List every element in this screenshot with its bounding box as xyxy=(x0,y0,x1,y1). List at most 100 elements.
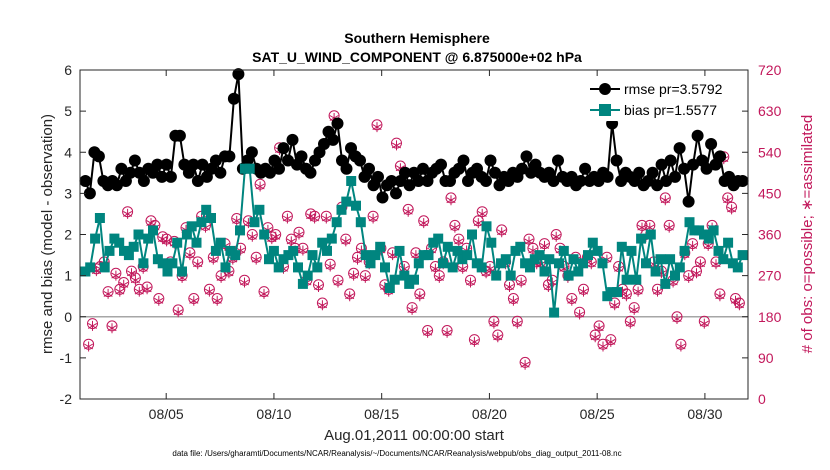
bias-point xyxy=(670,270,680,281)
rmse-point xyxy=(327,133,339,146)
rmse-point xyxy=(110,179,123,192)
bias-point xyxy=(220,262,231,273)
obs-assimilated-marker xyxy=(341,236,351,247)
bias-point xyxy=(500,254,511,265)
rmse-point xyxy=(435,158,447,171)
x-tick-label: 08/20 xyxy=(472,406,507,422)
bias-point xyxy=(133,229,144,240)
obs-assimilated-marker xyxy=(442,327,452,338)
obs-assimilated-marker xyxy=(232,215,242,226)
rmse-point xyxy=(390,187,402,200)
obs-assimilated-marker xyxy=(610,300,620,311)
rmse-point xyxy=(363,162,375,175)
obs-assimilated-marker xyxy=(575,309,585,320)
obs-assimilated-marker xyxy=(684,272,694,283)
bias-point xyxy=(143,233,154,244)
y-tick-label: 2 xyxy=(64,227,72,243)
obs-assimilated-marker xyxy=(524,236,534,247)
bias-point xyxy=(90,233,101,244)
legend-bias-marker xyxy=(599,104,611,116)
obs-assimilated-marker xyxy=(247,231,257,242)
rmse-point xyxy=(376,191,389,204)
obs-assimilated-marker xyxy=(415,291,425,302)
bias-point xyxy=(616,241,627,252)
obs-assimilated-marker xyxy=(715,291,725,302)
legend-bias-label: bias pr=1.5577 xyxy=(624,102,717,118)
rmse-point xyxy=(457,154,470,167)
obs-assimilated-marker xyxy=(189,295,199,306)
bias-point xyxy=(360,250,371,261)
rmse-point xyxy=(92,150,105,163)
bias-point xyxy=(636,233,647,244)
obs-assimilated-marker xyxy=(325,261,335,272)
obs-assimilated-marker xyxy=(621,291,631,302)
rmse-point xyxy=(691,129,704,142)
bias-point xyxy=(481,221,492,232)
rmse-point xyxy=(227,92,240,105)
bias-point xyxy=(384,283,395,293)
obs-assimilated-marker xyxy=(298,245,308,256)
obs-assimilated-marker xyxy=(391,140,402,151)
bias-point xyxy=(351,200,361,211)
obs-assimilated-marker xyxy=(123,208,133,219)
obs-assimilated-marker xyxy=(271,231,281,242)
bias-point xyxy=(191,237,202,248)
bias-point xyxy=(558,245,569,256)
bias-point xyxy=(621,274,632,285)
obs-assimilated-marker xyxy=(142,284,152,295)
bias-point xyxy=(167,258,178,269)
rmse-point xyxy=(480,175,492,187)
y2-tick-label: 720 xyxy=(758,62,782,78)
bias-point xyxy=(201,204,212,215)
bias-point xyxy=(336,204,347,215)
rmse-point xyxy=(173,129,186,142)
bias-point xyxy=(259,229,270,240)
rmse-point xyxy=(331,117,344,130)
obs-assimilated-marker xyxy=(119,279,129,290)
bias-point xyxy=(442,241,453,252)
bias-point xyxy=(665,254,676,265)
bias-point xyxy=(568,254,579,265)
bias-point xyxy=(486,237,497,248)
bias-point xyxy=(114,237,125,248)
obs-assimilated-marker xyxy=(672,314,682,324)
bias-point xyxy=(476,262,487,273)
bias-point xyxy=(157,258,168,269)
bias-point xyxy=(123,250,134,261)
bias-point xyxy=(293,262,303,273)
rmse-point xyxy=(160,158,173,171)
rmse-point xyxy=(736,175,749,187)
y2-tick-label: 270 xyxy=(758,268,782,284)
obs-assimilated-marker xyxy=(723,195,733,206)
chart-title: Southern Hemisphere xyxy=(344,30,490,46)
rmse-point xyxy=(660,175,673,187)
bias-point xyxy=(409,274,419,285)
rmse-point xyxy=(372,170,384,183)
bias-point xyxy=(104,245,115,256)
bias-point xyxy=(534,250,545,261)
rmse-point xyxy=(417,162,429,175)
rmse-point xyxy=(128,154,141,167)
rmse-point xyxy=(678,162,691,175)
rmse-point xyxy=(673,142,686,155)
bias-point xyxy=(452,245,463,256)
x-tick-label: 08/05 xyxy=(149,406,184,422)
bias-point xyxy=(612,287,622,298)
obs-assimilated-marker xyxy=(212,295,222,306)
bias-point xyxy=(713,245,724,256)
y-tick-label: 1 xyxy=(64,268,72,284)
bias-point xyxy=(172,237,183,248)
rmse-point xyxy=(164,170,177,183)
bias-point xyxy=(631,274,642,285)
y2-tick-label: 450 xyxy=(758,185,782,201)
rmse-point xyxy=(209,154,222,167)
bias-point xyxy=(718,254,729,265)
bias-point xyxy=(732,262,743,273)
bias-point xyxy=(99,262,110,273)
rmse-point xyxy=(669,170,682,183)
y2-tick-label: 540 xyxy=(758,144,782,160)
bias-point xyxy=(249,217,260,228)
rmse-point xyxy=(516,162,528,175)
bias-point xyxy=(380,262,390,273)
bias-point xyxy=(549,307,560,318)
